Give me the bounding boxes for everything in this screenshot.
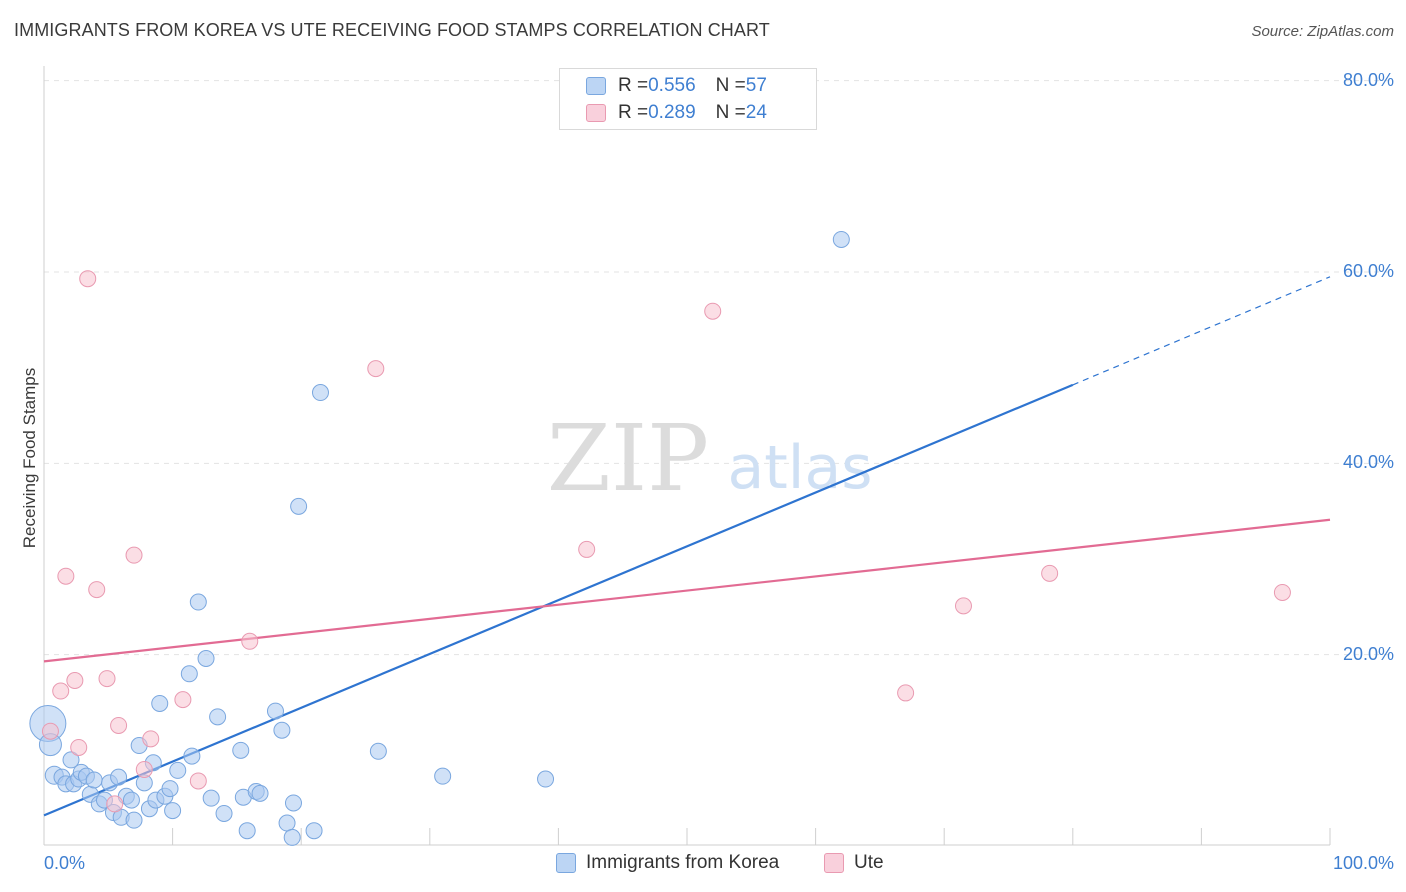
point-korea <box>290 497 308 515</box>
point-ute <box>174 691 192 709</box>
stats-legend: R = 0.556 N = 57 R = 0.289 N = 24 <box>559 68 817 130</box>
series-legend-korea: Immigrants from Korea <box>556 852 779 874</box>
legend-r-value: 0.289 <box>648 102 696 123</box>
y-tick-label-40: 40.0% <box>1342 452 1394 473</box>
point-korea <box>189 593 207 611</box>
point-korea <box>110 768 128 786</box>
point-ute <box>897 684 915 702</box>
series-name-ute: Ute <box>854 852 884 873</box>
point-korea <box>125 811 143 829</box>
legend-n-value: 57 <box>745 75 767 96</box>
gridlines <box>44 80 1392 656</box>
point-ute <box>41 722 59 740</box>
x-tick-label-max: 100.0% <box>1332 853 1394 873</box>
legend-r-label: R = <box>618 75 649 96</box>
point-ute <box>1041 564 1059 582</box>
legend-n-value: 24 <box>745 102 767 123</box>
point-korea <box>832 230 850 248</box>
point-korea <box>180 665 198 683</box>
y-tick-label-80: 80.0% <box>1342 69 1394 90</box>
legend-n-label: N = <box>715 75 746 96</box>
point-korea <box>305 822 323 840</box>
point-korea <box>273 721 291 739</box>
point-ute <box>125 546 143 564</box>
point-korea <box>283 828 301 846</box>
point-korea <box>232 741 250 759</box>
point-ute <box>241 632 259 650</box>
source-label: Source: ZipAtlas.com <box>1251 23 1394 40</box>
point-korea <box>161 780 179 798</box>
legend-swatch-ute <box>586 104 606 122</box>
watermark-atlas: atlas <box>728 433 873 503</box>
point-ute <box>1273 583 1291 601</box>
point-korea <box>164 802 182 820</box>
watermark: ZIP atlas <box>547 405 873 512</box>
point-ute <box>110 716 128 734</box>
point-ute <box>79 270 97 288</box>
trendline-extension-korea <box>1072 276 1331 386</box>
chart-title: IMMIGRANTS FROM KOREA VS UTE RECEIVING F… <box>14 20 770 40</box>
point-korea <box>62 751 80 769</box>
point-ute <box>367 360 385 378</box>
point-korea <box>197 649 215 667</box>
point-korea <box>278 814 296 832</box>
data-points <box>29 230 1291 846</box>
point-korea <box>369 742 387 760</box>
x-tick-label-min: 0.0% <box>44 853 86 873</box>
point-ute <box>88 581 106 599</box>
legend-row-korea: R = 0.556 N = 57 <box>586 74 767 98</box>
point-ute <box>954 597 972 615</box>
point-korea <box>266 702 284 720</box>
point-korea <box>434 767 452 785</box>
point-korea <box>202 789 220 807</box>
point-korea <box>238 822 256 840</box>
point-korea <box>537 770 555 788</box>
point-ute <box>70 738 88 756</box>
point-ute <box>66 671 84 689</box>
point-korea <box>85 771 103 789</box>
legend-r-label: R = <box>618 102 649 123</box>
y-tick-label-20: 20.0% <box>1342 643 1394 664</box>
point-korea <box>215 804 233 822</box>
series-swatch-korea <box>556 853 576 873</box>
point-ute <box>704 302 722 320</box>
trendline-korea <box>43 383 1074 817</box>
point-korea <box>284 794 302 812</box>
point-korea <box>151 694 169 712</box>
series-legend-ute: Ute <box>824 852 884 874</box>
point-korea <box>311 384 329 402</box>
legend-r-value: 0.556 <box>648 75 696 96</box>
point-korea <box>169 761 187 779</box>
y-tick-label-60: 60.0% <box>1342 261 1394 281</box>
series-name-korea: Immigrants from Korea <box>586 852 780 873</box>
trendlines <box>43 276 1331 817</box>
point-ute <box>135 760 153 778</box>
point-korea <box>122 791 140 809</box>
point-ute <box>98 670 116 688</box>
point-korea <box>183 747 201 765</box>
watermark-zip: ZIP <box>547 405 709 512</box>
point-korea <box>251 784 269 802</box>
legend-swatch-korea <box>586 77 606 95</box>
point-ute <box>52 682 70 700</box>
trendline-ute <box>43 518 1331 663</box>
point-ute <box>142 730 160 748</box>
point-ute <box>189 772 207 790</box>
legend-row-ute: R = 0.289 N = 24 <box>586 101 767 125</box>
point-korea <box>209 708 227 726</box>
point-ute <box>106 795 124 813</box>
series-swatch-ute <box>824 853 844 873</box>
legend-n-label: N = <box>715 102 746 123</box>
point-ute <box>578 540 596 558</box>
point-ute <box>57 567 75 585</box>
